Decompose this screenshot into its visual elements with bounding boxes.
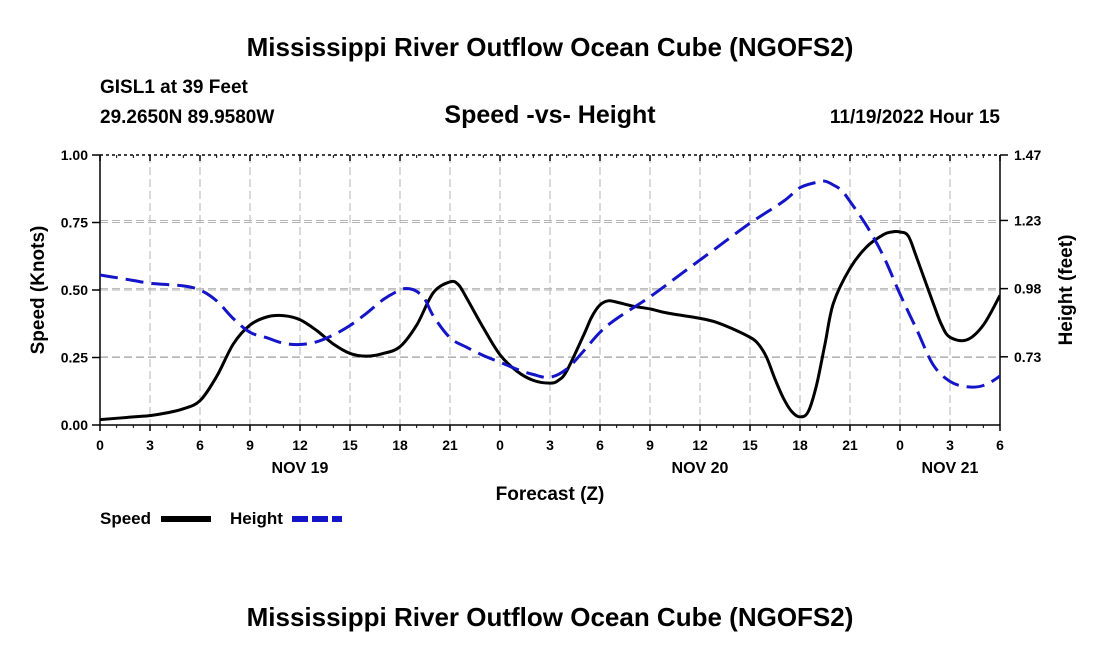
x-tick-label: 9 xyxy=(646,437,654,453)
y-tick-label: 0.50 xyxy=(61,282,88,298)
x-tick-label: 6 xyxy=(996,437,1004,453)
y2-tick-label: 1.47 xyxy=(1014,147,1041,163)
x-tick-label: 9 xyxy=(246,437,254,453)
chart-subtitle: Speed -vs- Height xyxy=(444,101,656,129)
y-tick-label: 0.75 xyxy=(61,215,88,231)
y-tick-label: 0.00 xyxy=(61,417,88,433)
y2-tick-label: 1.23 xyxy=(1014,212,1041,228)
x-tick-label: 18 xyxy=(792,437,808,453)
forecast-datetime: 11/19/2022 Hour 15 xyxy=(829,107,1000,128)
x-tick-label: 6 xyxy=(596,437,604,453)
station-coordinates: 29.2650N 89.9580W xyxy=(100,107,275,128)
legend-speed-swatch xyxy=(161,516,211,522)
x-tick-label: 3 xyxy=(946,437,954,453)
date-label: NOV 20 xyxy=(672,460,729,477)
series-speed-line xyxy=(100,230,1000,422)
legend-height-swatch xyxy=(292,516,342,522)
y-axis-label: Speed (Knots) xyxy=(28,226,49,355)
x-tick-label: 3 xyxy=(546,437,554,453)
x-tick-label: 21 xyxy=(842,437,858,453)
legend-speed-label: Speed xyxy=(100,509,152,528)
chart-title: Mississippi River Outflow Ocean Cube (NG… xyxy=(246,32,854,62)
y-tick-label: 1.00 xyxy=(61,147,88,163)
x-tick-label: 12 xyxy=(292,437,308,453)
footer-title: Mississippi River Outflow Ocean Cube (NG… xyxy=(246,602,854,632)
x-tick-label: 15 xyxy=(342,437,358,453)
y-tick-label: 0.25 xyxy=(61,350,88,366)
x-tick-label: 3 xyxy=(146,437,154,453)
station-name: GISL1 at 39 Feet xyxy=(100,77,248,98)
x-tick-label: 18 xyxy=(392,437,408,453)
series-height-line xyxy=(100,179,1000,389)
legend-height-label: Height xyxy=(230,509,283,528)
x-tick-label: 21 xyxy=(442,437,458,453)
x-tick-label: 0 xyxy=(496,437,504,453)
date-label: NOV 21 xyxy=(922,460,979,477)
x-tick-label: 6 xyxy=(196,437,204,453)
x-axis-label: Forecast (Z) xyxy=(496,484,605,505)
x-tick-label: 15 xyxy=(742,437,758,453)
y2-tick-label: 0.73 xyxy=(1014,349,1041,365)
y2-axis-label: Height (feet) xyxy=(1056,235,1077,346)
y2-tick-label: 0.98 xyxy=(1014,281,1041,297)
x-tick-label: 0 xyxy=(896,437,904,453)
x-tick-label: 12 xyxy=(692,437,708,453)
date-label: NOV 19 xyxy=(272,460,329,477)
x-tick-label: 0 xyxy=(96,437,104,453)
